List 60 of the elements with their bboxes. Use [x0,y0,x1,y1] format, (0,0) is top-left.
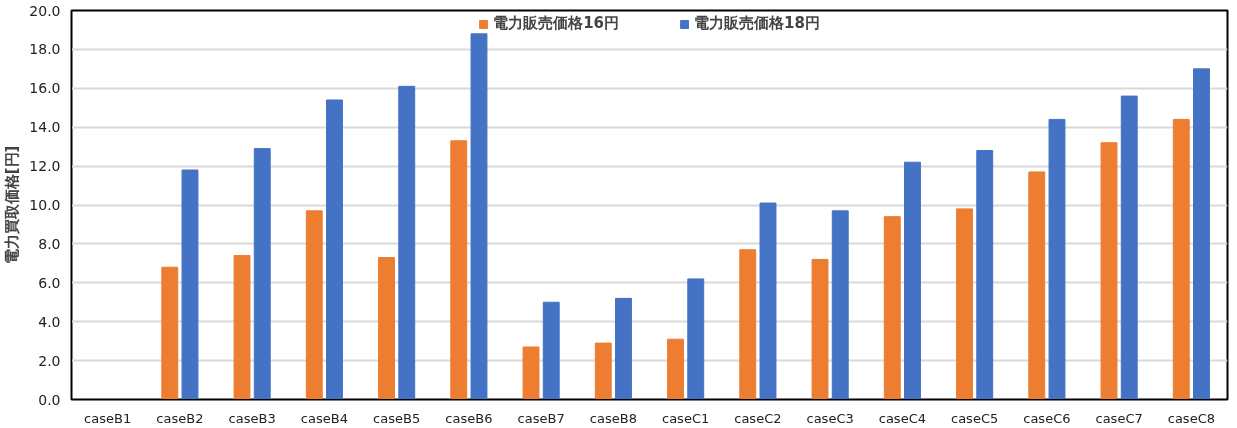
x-tick-label: caseC2 [734,410,782,426]
bar [253,148,271,400]
x-tick-label: caseB1 [84,410,132,426]
bar [956,208,973,400]
x-tick-label: caseB8 [589,410,637,426]
bar [522,346,540,400]
y-axis-title: 電力買取価格[円] [3,145,22,265]
y-tick-label: 20.0 [29,2,61,19]
x-tick-label: caseC4 [878,410,926,426]
legend-label: 電力販売価格18円 [694,14,820,33]
x-tick-label: caseC6 [1023,410,1071,426]
bar [470,33,488,400]
bar [181,169,199,400]
x-tick-label: caseB7 [517,410,565,426]
bar [305,210,323,400]
x-tick-label: caseC3 [806,410,854,426]
bar [687,278,705,400]
bar [739,249,757,400]
x-tick-label: caseB3 [228,410,276,426]
y-tick-label: 10.0 [29,197,61,213]
x-tick-label: caseB6 [445,410,493,426]
x-tick-label: caseB5 [373,410,421,426]
bar [811,258,829,400]
y-tick-label: 0.0 [38,391,61,408]
y-tick-label: 12.0 [29,158,61,175]
bar [883,216,901,400]
bar [904,161,921,400]
bar [326,99,343,400]
bar [667,338,684,400]
bar [594,342,612,400]
bar [233,255,251,400]
bar [1048,118,1066,400]
x-tick-label: caseC7 [1095,410,1143,426]
y-tick-label: 2.0 [38,352,61,369]
y-tick-label: 16.0 [29,80,61,97]
y-tick-label: 8.0 [38,235,61,252]
bar [161,266,179,400]
bar [378,257,395,400]
y-tick-label: 14.0 [29,119,61,136]
x-tick-label: caseC5 [951,410,999,426]
bar [615,297,632,400]
legend-label: 電力販売価格16円 [493,14,619,33]
bar [1120,95,1138,400]
y-tick-label: 18.0 [29,41,61,58]
bar [450,140,468,400]
bar [1193,68,1210,400]
bar [1028,171,1046,400]
bar [976,150,994,400]
bar [1100,142,1118,400]
y-tick-label: 4.0 [38,313,61,330]
y-tick-label: 6.0 [38,274,61,291]
bar [759,202,777,400]
x-tick-label: caseC1 [662,410,710,426]
x-tick-label: caseC8 [1167,410,1215,426]
bar [398,85,416,400]
x-tick-label: caseB2 [156,410,204,426]
x-tick-label: caseB4 [300,410,348,426]
bar [1172,118,1190,400]
bar [831,210,849,400]
bar [542,301,560,400]
